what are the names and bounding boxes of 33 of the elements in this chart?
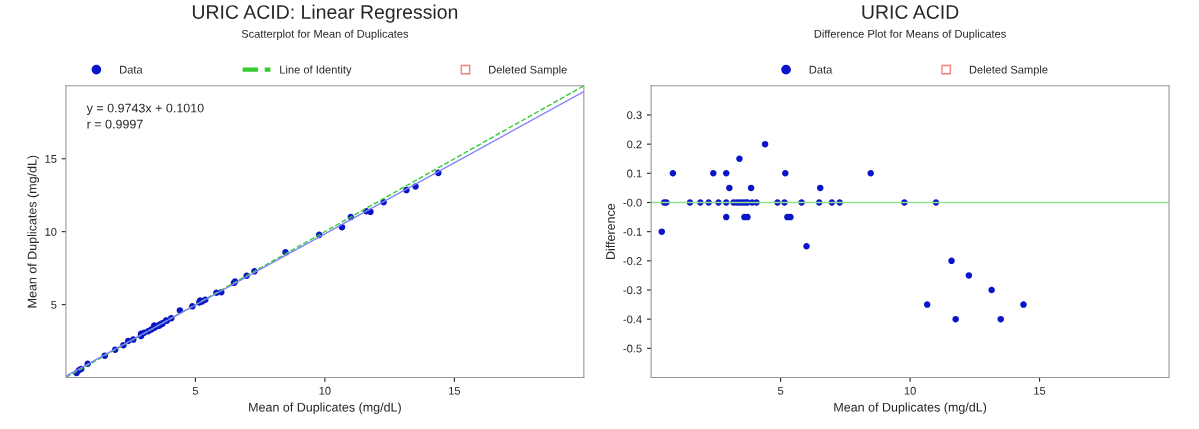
legend-label: Data xyxy=(809,65,833,74)
y-tick-label: -0.0 xyxy=(623,198,642,207)
chart-title: URIC ACID: Linear Regression xyxy=(192,4,458,23)
x-tick-label: 15 xyxy=(449,386,461,395)
x-axis-title: Mean of Duplicates (mg/dL) xyxy=(249,402,401,415)
annotation: y = 0.9743x + 0.1010 xyxy=(86,103,204,115)
chart-title: URIC ACID xyxy=(862,5,959,19)
x-tick-label: 5 xyxy=(192,386,199,395)
x-tick-label: 10 xyxy=(904,386,916,395)
legend-label: Deleted Sample xyxy=(969,65,1048,76)
y-tick-label: 5 xyxy=(51,300,57,309)
y-axis-title: Mean of Duplicates (mg/dL) xyxy=(27,155,39,308)
y-tick-label: 0.3 xyxy=(627,111,642,120)
x-tick-label: 15 xyxy=(1034,386,1046,395)
y-tick-label: 10 xyxy=(45,227,57,236)
annotation: r = 0.9997 xyxy=(87,119,143,129)
y-tick-label: 15 xyxy=(45,155,57,163)
y-tick-label: 0.2 xyxy=(627,140,642,149)
legend-label: Line of Identity xyxy=(280,65,352,76)
legend-label: Deleted Sample xyxy=(489,65,567,76)
x-tick-label: 5 xyxy=(777,386,784,395)
x-axis-title: Mean of Duplicates (mg/dL) xyxy=(834,402,987,415)
legend-label: Data xyxy=(120,65,143,74)
y-tick-label: -0.4 xyxy=(623,315,642,324)
x-tick-label: 10 xyxy=(319,386,331,395)
y-tick-label: -0.1 xyxy=(623,227,642,236)
y-tick-label: 0.1 xyxy=(627,169,642,178)
y-tick-label: -0.5 xyxy=(623,344,642,353)
y-tick-label: -0.3 xyxy=(623,286,642,295)
y-axis-title: Difference xyxy=(605,203,615,260)
y-tick-label: -0.2 xyxy=(623,257,642,265)
chart-subtitle: Scatterplot for Mean of Duplicates xyxy=(241,29,409,40)
chart-subtitle: Difference Plot for Means of Duplicates xyxy=(814,29,1006,40)
